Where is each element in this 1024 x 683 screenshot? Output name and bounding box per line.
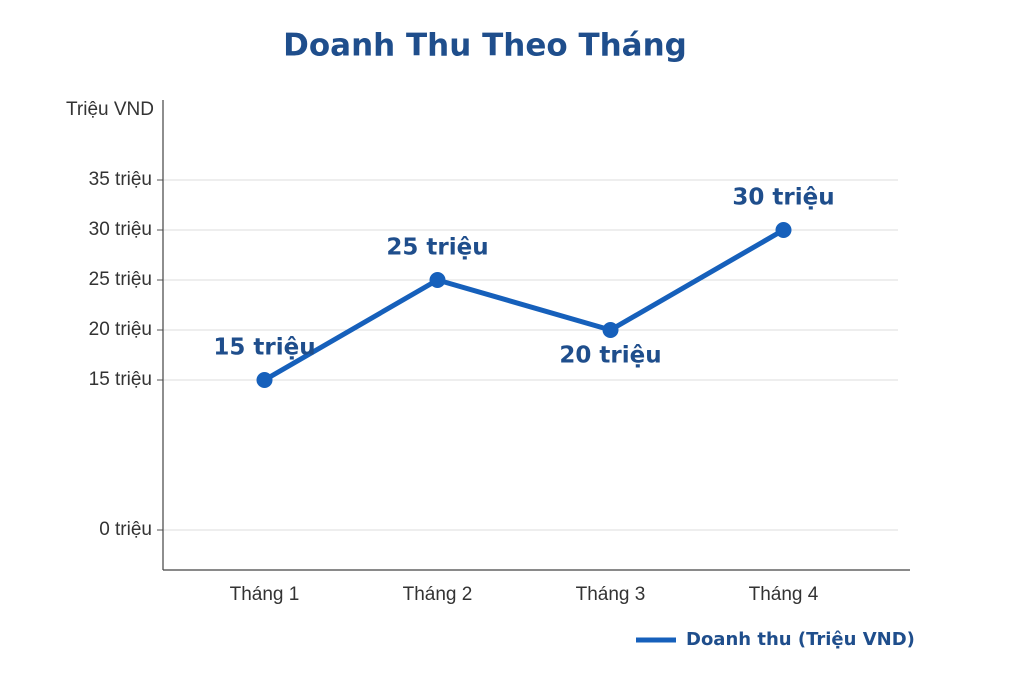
x-tick-label: Tháng 2 bbox=[403, 584, 473, 605]
y-axis-label: Triệu VND bbox=[66, 99, 154, 120]
x-tick-label: Tháng 3 bbox=[576, 584, 646, 605]
x-tick-label: Tháng 4 bbox=[749, 584, 819, 605]
data-label: 25 triệu bbox=[386, 235, 488, 261]
y-tick-label: 0 triệu bbox=[99, 519, 152, 540]
data-label: 30 triệu bbox=[732, 185, 834, 211]
y-tick-label: 20 triệu bbox=[89, 319, 152, 340]
data-label: 15 triệu bbox=[213, 335, 315, 361]
data-point bbox=[602, 322, 619, 338]
y-tick-label: 25 triệu bbox=[89, 269, 152, 290]
legend-label: Doanh thu (Triệu VND) bbox=[686, 629, 915, 650]
data-point bbox=[429, 272, 446, 288]
data-point bbox=[256, 372, 273, 388]
y-tick-label: 15 triệu bbox=[89, 369, 152, 390]
y-tick-label: 30 triệu bbox=[89, 219, 152, 240]
series-line bbox=[263, 227, 785, 383]
data-label: 20 triệu bbox=[559, 343, 661, 369]
y-tick-label: 35 triệu bbox=[89, 169, 152, 190]
chart-title: Doanh Thu Theo Tháng bbox=[283, 28, 687, 64]
data-point bbox=[775, 222, 792, 238]
x-tick-label: Tháng 1 bbox=[230, 584, 300, 605]
